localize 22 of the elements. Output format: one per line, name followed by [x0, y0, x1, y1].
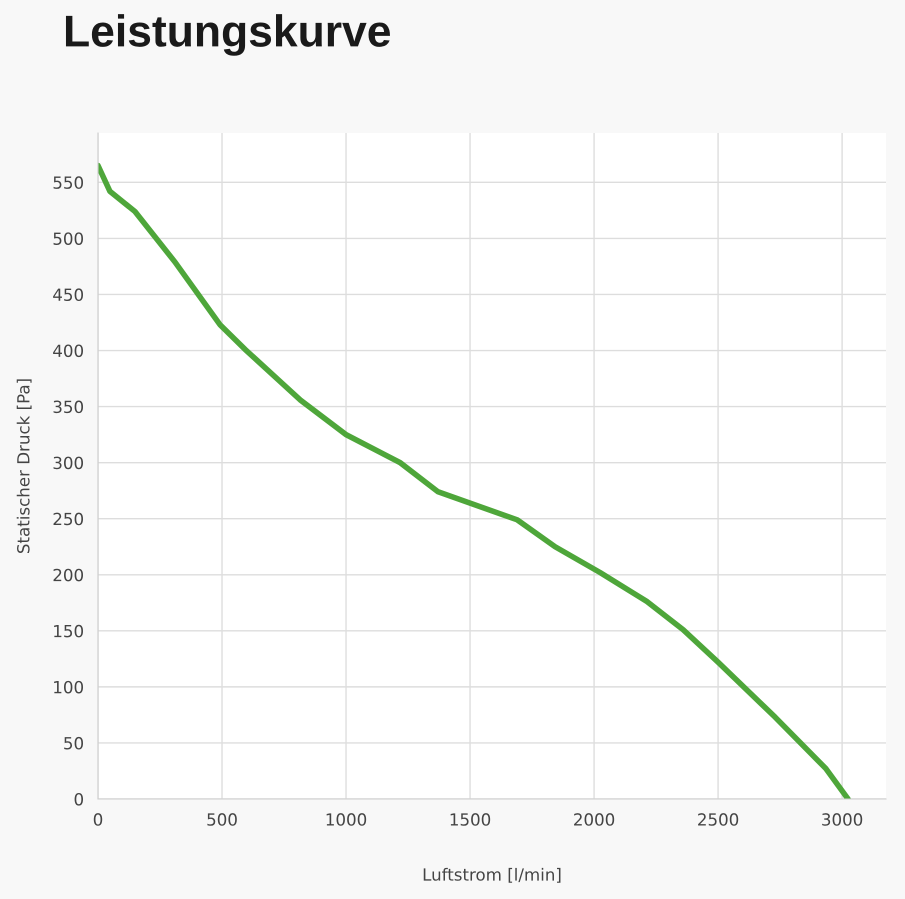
x-tick-label: 0: [94, 813, 102, 826]
y-tick-label: 200: [54, 568, 84, 582]
x-tick-label: 1000: [326, 813, 366, 826]
y-tick-label: 150: [54, 624, 84, 638]
y-tick-label: 0: [74, 792, 84, 806]
y-tick-label: 350: [54, 400, 84, 414]
x-tick-label: 1500: [450, 813, 490, 826]
chart-title: Leistungskurve: [66, 14, 390, 56]
y-tick-label: 450: [53, 288, 84, 302]
y-tick-label: 550: [54, 176, 84, 189]
x-tick-label: 3000: [822, 813, 862, 826]
x-tick-label: 2000: [574, 813, 614, 826]
x-tick-label: 500: [207, 813, 237, 826]
x-axis-title: Luftstrom [l/min]: [424, 868, 560, 883]
y-axis-title: Statischer Druck [Pa]: [16, 379, 32, 553]
x-tick-label: 2500: [698, 813, 738, 826]
y-tick-label: 250: [54, 512, 84, 526]
y-tick-label: 50: [64, 736, 84, 750]
y-tick-label: 500: [54, 232, 84, 245]
y-tick-label: 300: [54, 456, 84, 470]
y-tick-label: 400: [53, 344, 84, 358]
y-tick-label: 100: [54, 680, 84, 694]
